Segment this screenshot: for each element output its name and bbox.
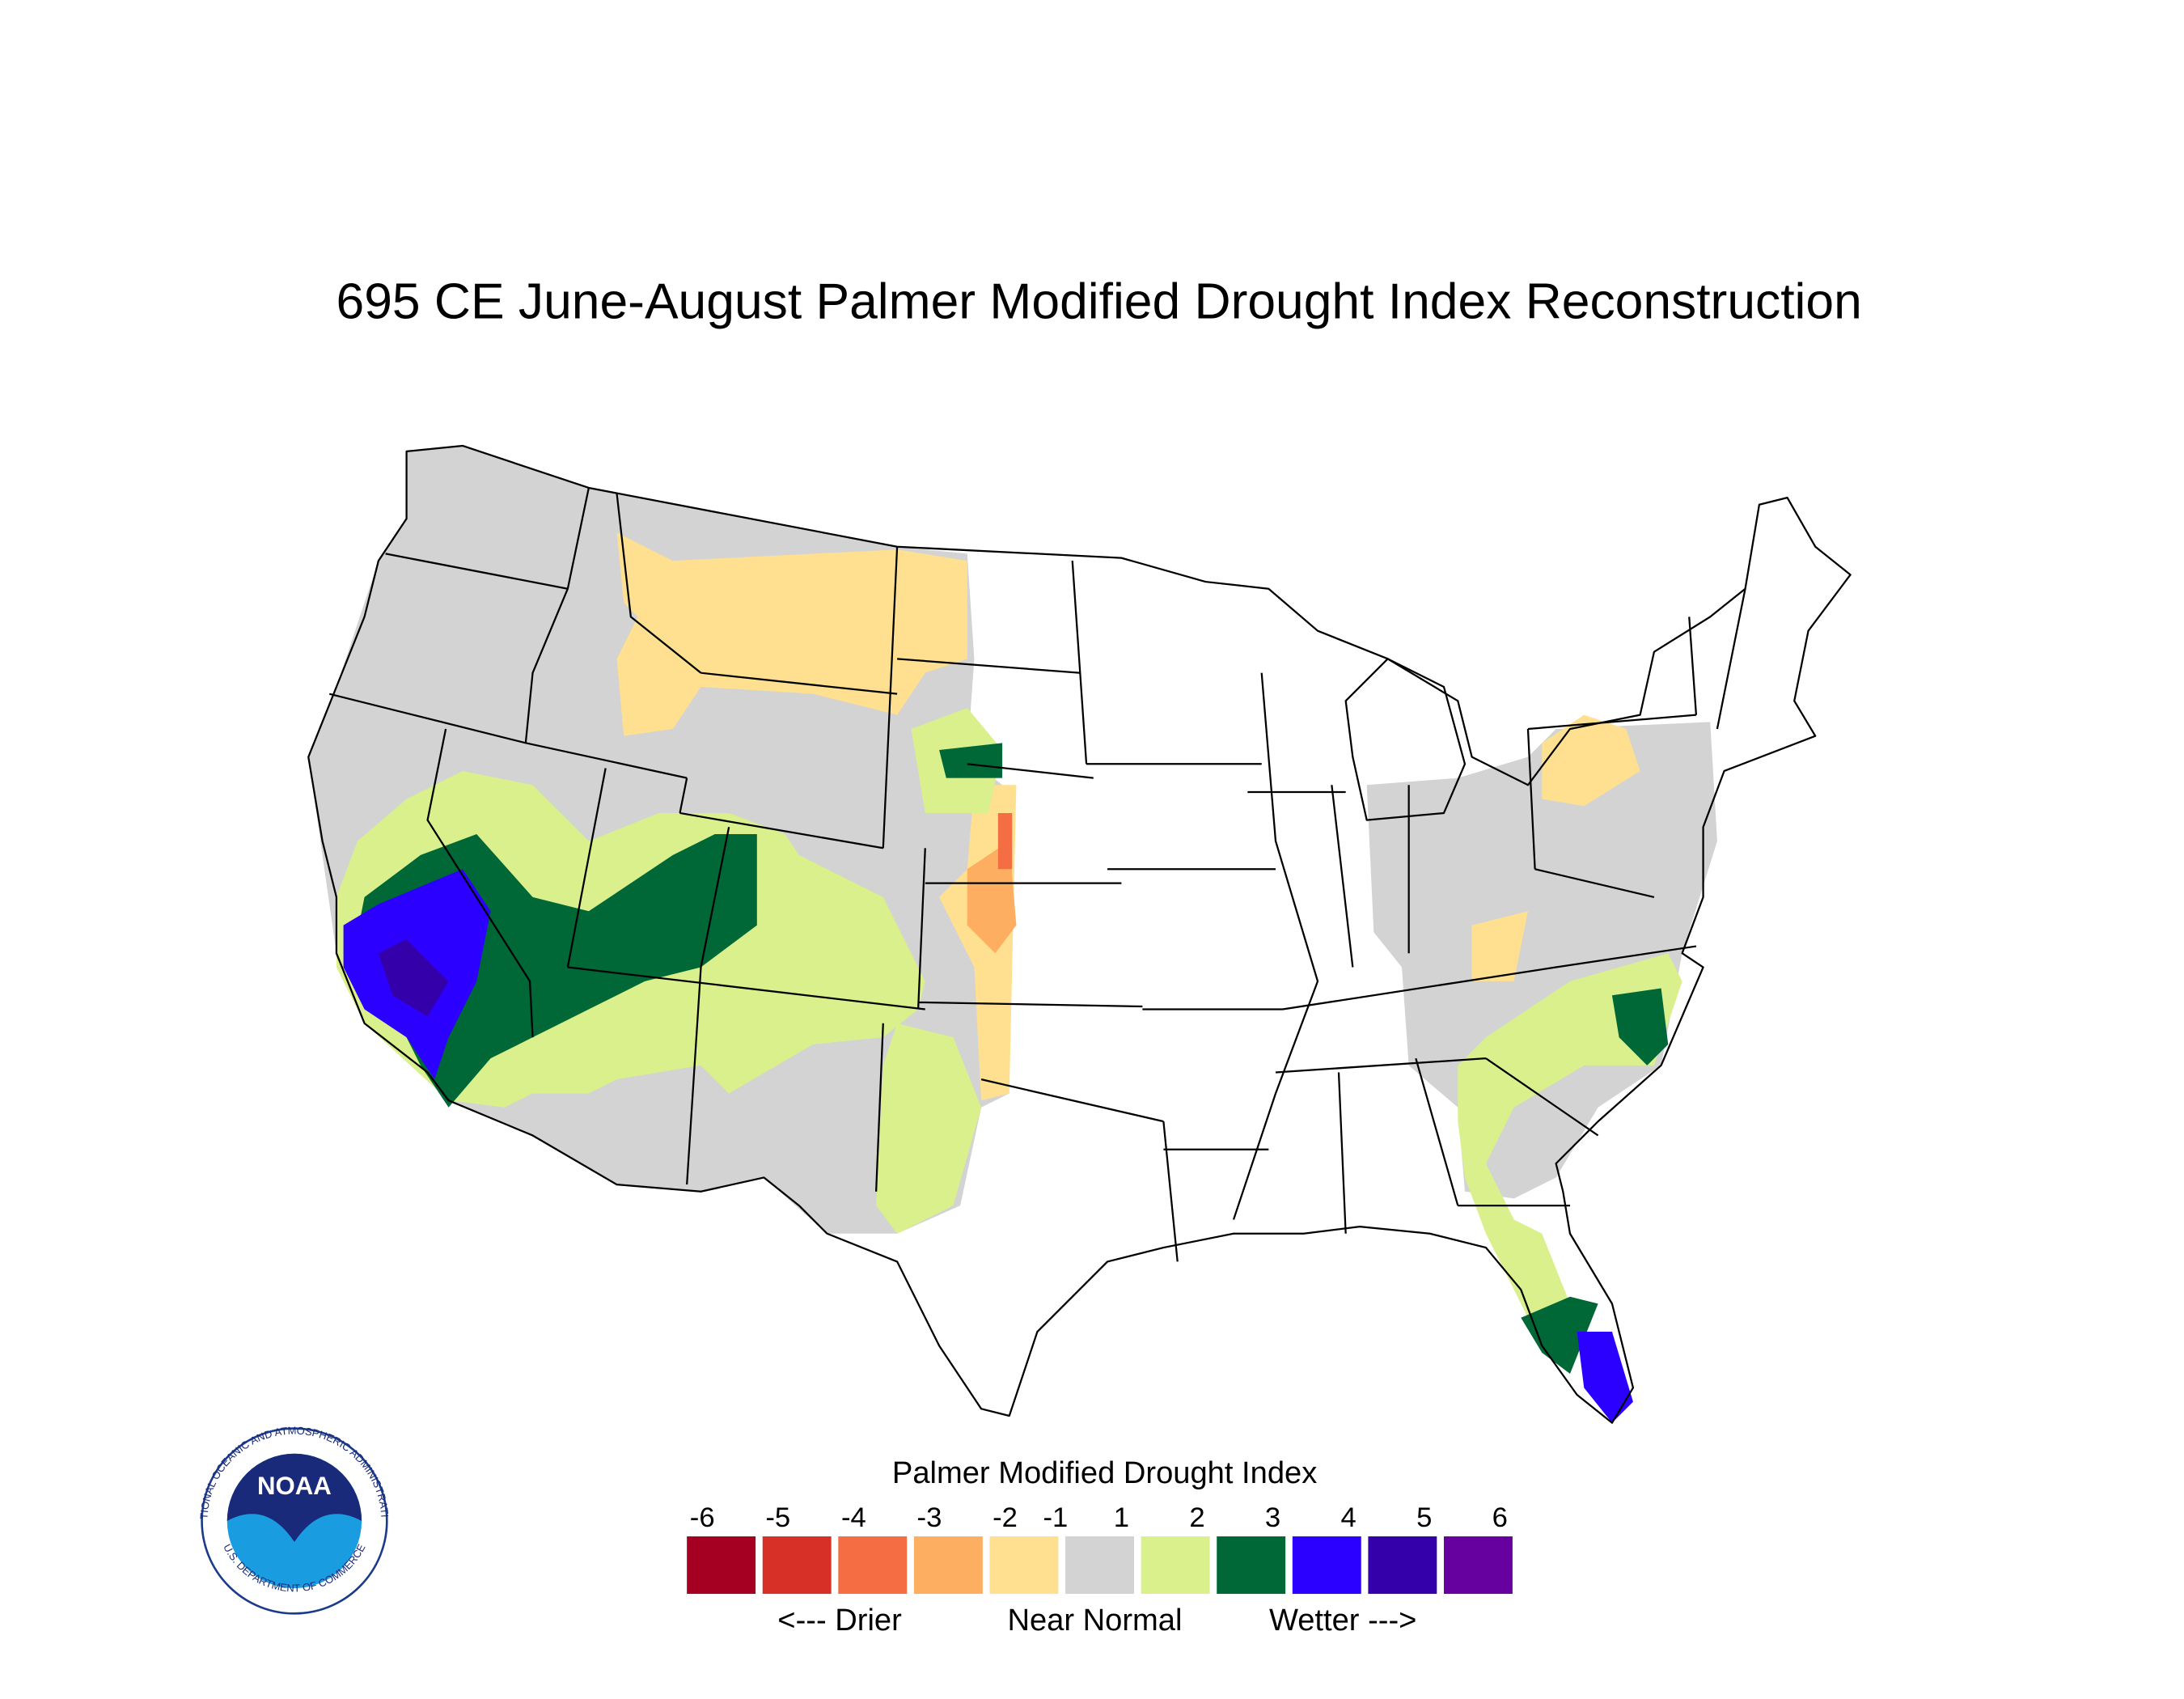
michigan	[1344, 658, 1467, 821]
legend-swatch	[1065, 1536, 1134, 1595]
patch	[876, 1023, 982, 1234]
patch	[378, 938, 449, 1017]
map	[307, 444, 1852, 1424]
legend-tick-label: -3	[917, 1502, 942, 1533]
legend: -6 -5 -4 -3 -2 -1 1 2 3 4 5 6 <--- Drier Near Normal W…	[687, 1502, 1513, 1638]
legend-tick-label: 4	[1341, 1502, 1357, 1533]
us-outline	[307, 444, 1852, 1424]
legend-swatch	[1217, 1536, 1286, 1595]
legend-tick-label: -6	[690, 1502, 715, 1533]
patch	[616, 532, 967, 736]
legend-tick-label: 2	[1189, 1502, 1204, 1533]
legend-swatch	[1292, 1536, 1361, 1595]
patch	[1366, 722, 1717, 1199]
logo-top	[226, 1453, 362, 1542]
patch	[1458, 953, 1682, 1346]
legend-tick-label: -4	[841, 1502, 866, 1533]
patch	[1521, 1296, 1598, 1375]
legend-swatch	[913, 1536, 983, 1595]
legend-tick-label: 5	[1416, 1502, 1432, 1533]
patch	[1577, 1332, 1633, 1423]
legend-tick-label: -2	[993, 1502, 1018, 1533]
legend-descriptor: Wetter --->	[1269, 1603, 1416, 1638]
legend-swatch	[1141, 1536, 1210, 1595]
title: 695 CE June-August Palmer Modified Droug…	[336, 273, 1862, 329]
legend-swatch	[989, 1536, 1059, 1595]
legend-swatch	[762, 1536, 832, 1595]
patch	[1542, 714, 1640, 807]
patch	[1611, 988, 1669, 1066]
legend-swatch	[1443, 1536, 1513, 1595]
patch	[1471, 911, 1528, 981]
legend-tick-label: -5	[765, 1502, 790, 1533]
state-borders	[328, 487, 1746, 1262]
patch	[939, 743, 1003, 778]
legend-swatch	[838, 1536, 908, 1595]
patch	[997, 812, 1013, 870]
legend-tick-label: 1	[1114, 1502, 1129, 1533]
legend-tick-label: 6	[1492, 1502, 1508, 1533]
legend-descriptor: <--- Drier	[777, 1603, 902, 1638]
legend-title: Palmer Modified Drought Index	[892, 1455, 1317, 1490]
legend-tick-label: -1	[1043, 1502, 1069, 1533]
logo-name: NOAA	[257, 1472, 332, 1500]
legend-swatch	[1368, 1536, 1437, 1595]
legend-swatch	[687, 1536, 756, 1595]
legend-tick-label: 3	[1265, 1502, 1280, 1533]
legend-descriptor: Near Normal	[1007, 1603, 1182, 1638]
